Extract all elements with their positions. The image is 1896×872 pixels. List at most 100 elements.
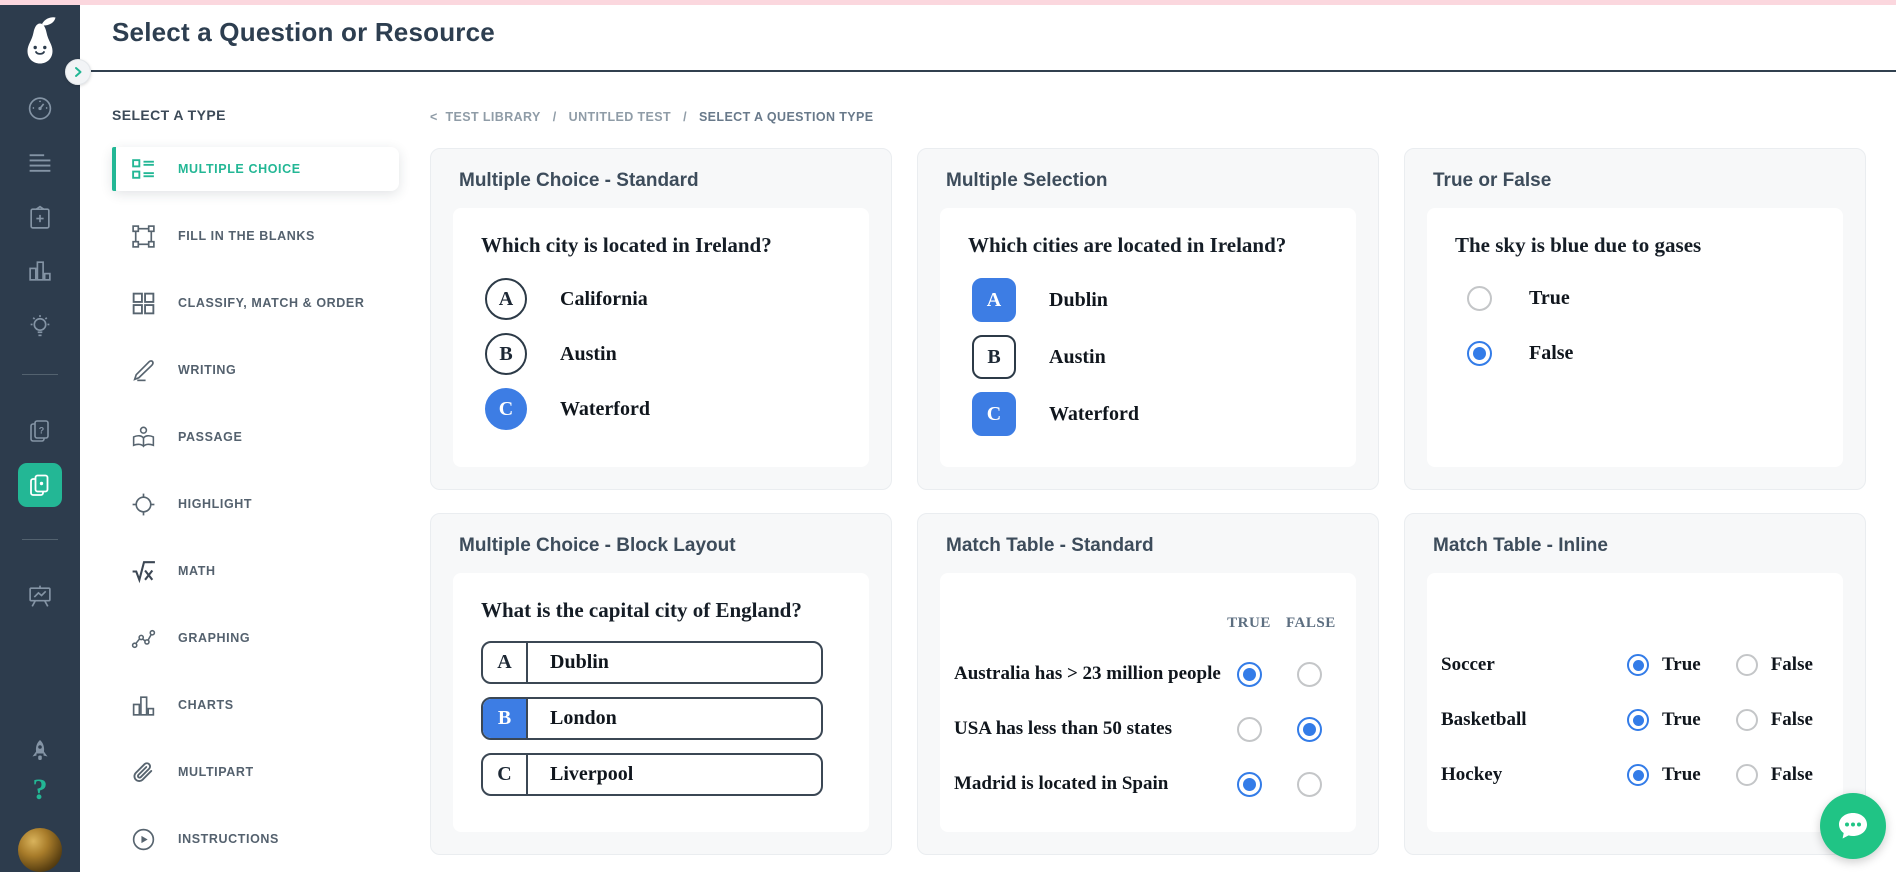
- radio-selected: [1627, 764, 1649, 786]
- crosshair-icon: [130, 491, 157, 518]
- match-table-header: TRUE FALSE: [954, 615, 1336, 632]
- clipboard-add-icon[interactable]: [27, 204, 54, 231]
- card-match-table-inline[interactable]: Match Table - Inline Soccer True False B…: [1404, 513, 1866, 855]
- card-title: Match Table - Standard: [946, 535, 1154, 556]
- sidebar-item-writing[interactable]: WRITING: [112, 348, 399, 392]
- user-avatar[interactable]: [18, 828, 62, 872]
- sidebar-item-label: MULTIPLE CHOICE: [178, 162, 301, 176]
- card-multiple-selection[interactable]: Multiple Selection Which cities are loca…: [917, 148, 1379, 490]
- statement: Hockey: [1441, 764, 1503, 785]
- radio-unselected: [1735, 709, 1758, 731]
- preview-question: What is the capital city of England?: [481, 598, 802, 622]
- help-question-icon[interactable]: ?: [32, 773, 48, 806]
- option-label: Liverpool: [550, 763, 634, 785]
- preview-question: Which cities are located in Ireland?: [968, 233, 1287, 257]
- sidebar-item-multiple-choice[interactable]: MULTIPLE CHOICE: [112, 147, 399, 191]
- breadcrumb: < TEST LIBRARY / UNTITLED TEST / SELECT …: [430, 110, 874, 124]
- card-preview: TRUE FALSE Australia has > 23 million pe…: [940, 573, 1356, 832]
- sidebar-item-label: CHARTS: [178, 698, 234, 712]
- match-inline-row: Basketball True False: [1441, 707, 1819, 733]
- column-header-false: FALSE: [1286, 615, 1336, 631]
- sidebar-item-classify-match-order[interactable]: CLASSIFY, MATCH & ORDER: [112, 281, 399, 325]
- app-icon-rail: ? ?: [0, 5, 80, 872]
- option-letter-badge: B: [485, 333, 527, 375]
- option-letter-cell: C: [483, 755, 528, 794]
- reader-icon: [130, 424, 157, 451]
- radio-selected: [1236, 771, 1262, 797]
- insights-lightbulb-icon[interactable]: [27, 312, 54, 339]
- rail-divider: [22, 539, 58, 540]
- radio-selected: [1467, 341, 1492, 366]
- option-label: Waterford: [1049, 402, 1139, 425]
- sidebar-item-math[interactable]: MATH: [112, 549, 399, 593]
- match-row: Madrid is located in Spain: [954, 771, 1332, 797]
- option-row: True: [1467, 286, 1815, 311]
- option-label: London: [550, 707, 617, 729]
- breadcrumb-untitled-test[interactable]: UNTITLED TEST: [568, 110, 672, 124]
- radio-selected: [1627, 709, 1649, 731]
- presentation-easel-icon[interactable]: [27, 582, 54, 609]
- select-a-type-heading: SELECT A TYPE: [112, 107, 226, 123]
- option-row: A Dublin: [972, 278, 1328, 322]
- option-label: Austin: [560, 342, 617, 365]
- option-letter-badge: A: [485, 278, 527, 320]
- item-bank-active-button[interactable]: [18, 463, 62, 507]
- match-row: USA has less than 50 states: [954, 716, 1332, 742]
- statement: Madrid is located in Spain: [954, 773, 1169, 794]
- bar-chart-icon: [130, 692, 157, 719]
- true-label: True: [1662, 654, 1701, 675]
- fill-blanks-icon: [130, 223, 157, 250]
- sidebar-item-label: WRITING: [178, 363, 237, 377]
- sidebar-item-instructions[interactable]: INSTRUCTIONS: [112, 817, 399, 861]
- card-match-table-standard[interactable]: Match Table - Standard TRUE FALSE Austra…: [917, 513, 1379, 855]
- question-cards-icon[interactable]: ?: [26, 417, 54, 445]
- question-type-sidebar: SELECT A TYPE MULTIPLE CHOICE FILL IN TH…: [112, 107, 399, 861]
- radio-unselected: [1296, 771, 1322, 797]
- statement: Soccer: [1441, 654, 1495, 675]
- sidebar-item-charts[interactable]: CHARTS: [112, 683, 399, 727]
- block-option-selected: B London: [481, 697, 823, 740]
- match-row: Australia has > 23 million people: [954, 661, 1332, 687]
- breadcrumb-back-test-library[interactable]: < TEST LIBRARY: [430, 110, 541, 124]
- chat-launcher-button[interactable]: [1820, 793, 1886, 859]
- svg-text:?: ?: [39, 426, 45, 436]
- reports-bar-chart-icon[interactable]: [27, 257, 54, 284]
- sidebar-item-passage[interactable]: PASSAGE: [112, 415, 399, 459]
- option-label: True: [1529, 287, 1570, 309]
- breadcrumb-separator: /: [552, 110, 557, 124]
- option-label: California: [560, 287, 648, 310]
- radio-unselected: [1735, 654, 1758, 676]
- option-label: Austin: [1049, 345, 1106, 368]
- card-multiple-choice-standard[interactable]: Multiple Choice - Standard Which city is…: [430, 148, 892, 490]
- sidebar-item-highlight[interactable]: HIGHLIGHT: [112, 482, 399, 526]
- card-preview: Which city is located in Ireland? A Cali…: [453, 208, 869, 467]
- card-multiple-choice-block-layout[interactable]: Multiple Choice - Block Layout What is t…: [430, 513, 892, 855]
- option-checkbox-selected: C: [972, 392, 1016, 436]
- sidebar-item-multipart[interactable]: MULTIPART: [112, 750, 399, 794]
- statement: Australia has > 23 million people: [954, 663, 1221, 684]
- true-label: True: [1662, 764, 1701, 785]
- card-title: Multiple Choice - Standard: [459, 170, 699, 191]
- sidebar-expand-button[interactable]: [65, 59, 91, 85]
- option-row: B Austin: [485, 333, 841, 375]
- option-row: C Waterford: [972, 392, 1328, 436]
- rocket-icon[interactable]: [27, 738, 53, 766]
- sidebar-item-graphing[interactable]: GRAPHING: [112, 616, 399, 660]
- option-checkbox: B: [972, 335, 1016, 379]
- radio-selected: [1627, 654, 1649, 676]
- sidebar-item-fill-in-the-blanks[interactable]: FILL IN THE BLANKS: [112, 214, 399, 258]
- card-preview: The sky is blue due to gases True False: [1427, 208, 1843, 467]
- block-option: C Liverpool: [481, 753, 823, 796]
- pear-logo[interactable]: [19, 15, 61, 65]
- card-preview: What is the capital city of England? A D…: [453, 573, 869, 832]
- assignments-list-icon[interactable]: [27, 149, 54, 176]
- false-label: False: [1770, 709, 1813, 730]
- option-label: Dublin: [1049, 288, 1108, 311]
- dashboard-speedometer-icon[interactable]: [27, 95, 54, 122]
- radio-unselected: [1236, 716, 1262, 742]
- multiple-choice-icon: [130, 156, 157, 183]
- card-true-or-false[interactable]: True or False The sky is blue due to gas…: [1404, 148, 1866, 490]
- block-option: A Dublin: [481, 641, 823, 684]
- classify-grid-icon: [130, 290, 157, 317]
- header-divider: [91, 70, 1896, 72]
